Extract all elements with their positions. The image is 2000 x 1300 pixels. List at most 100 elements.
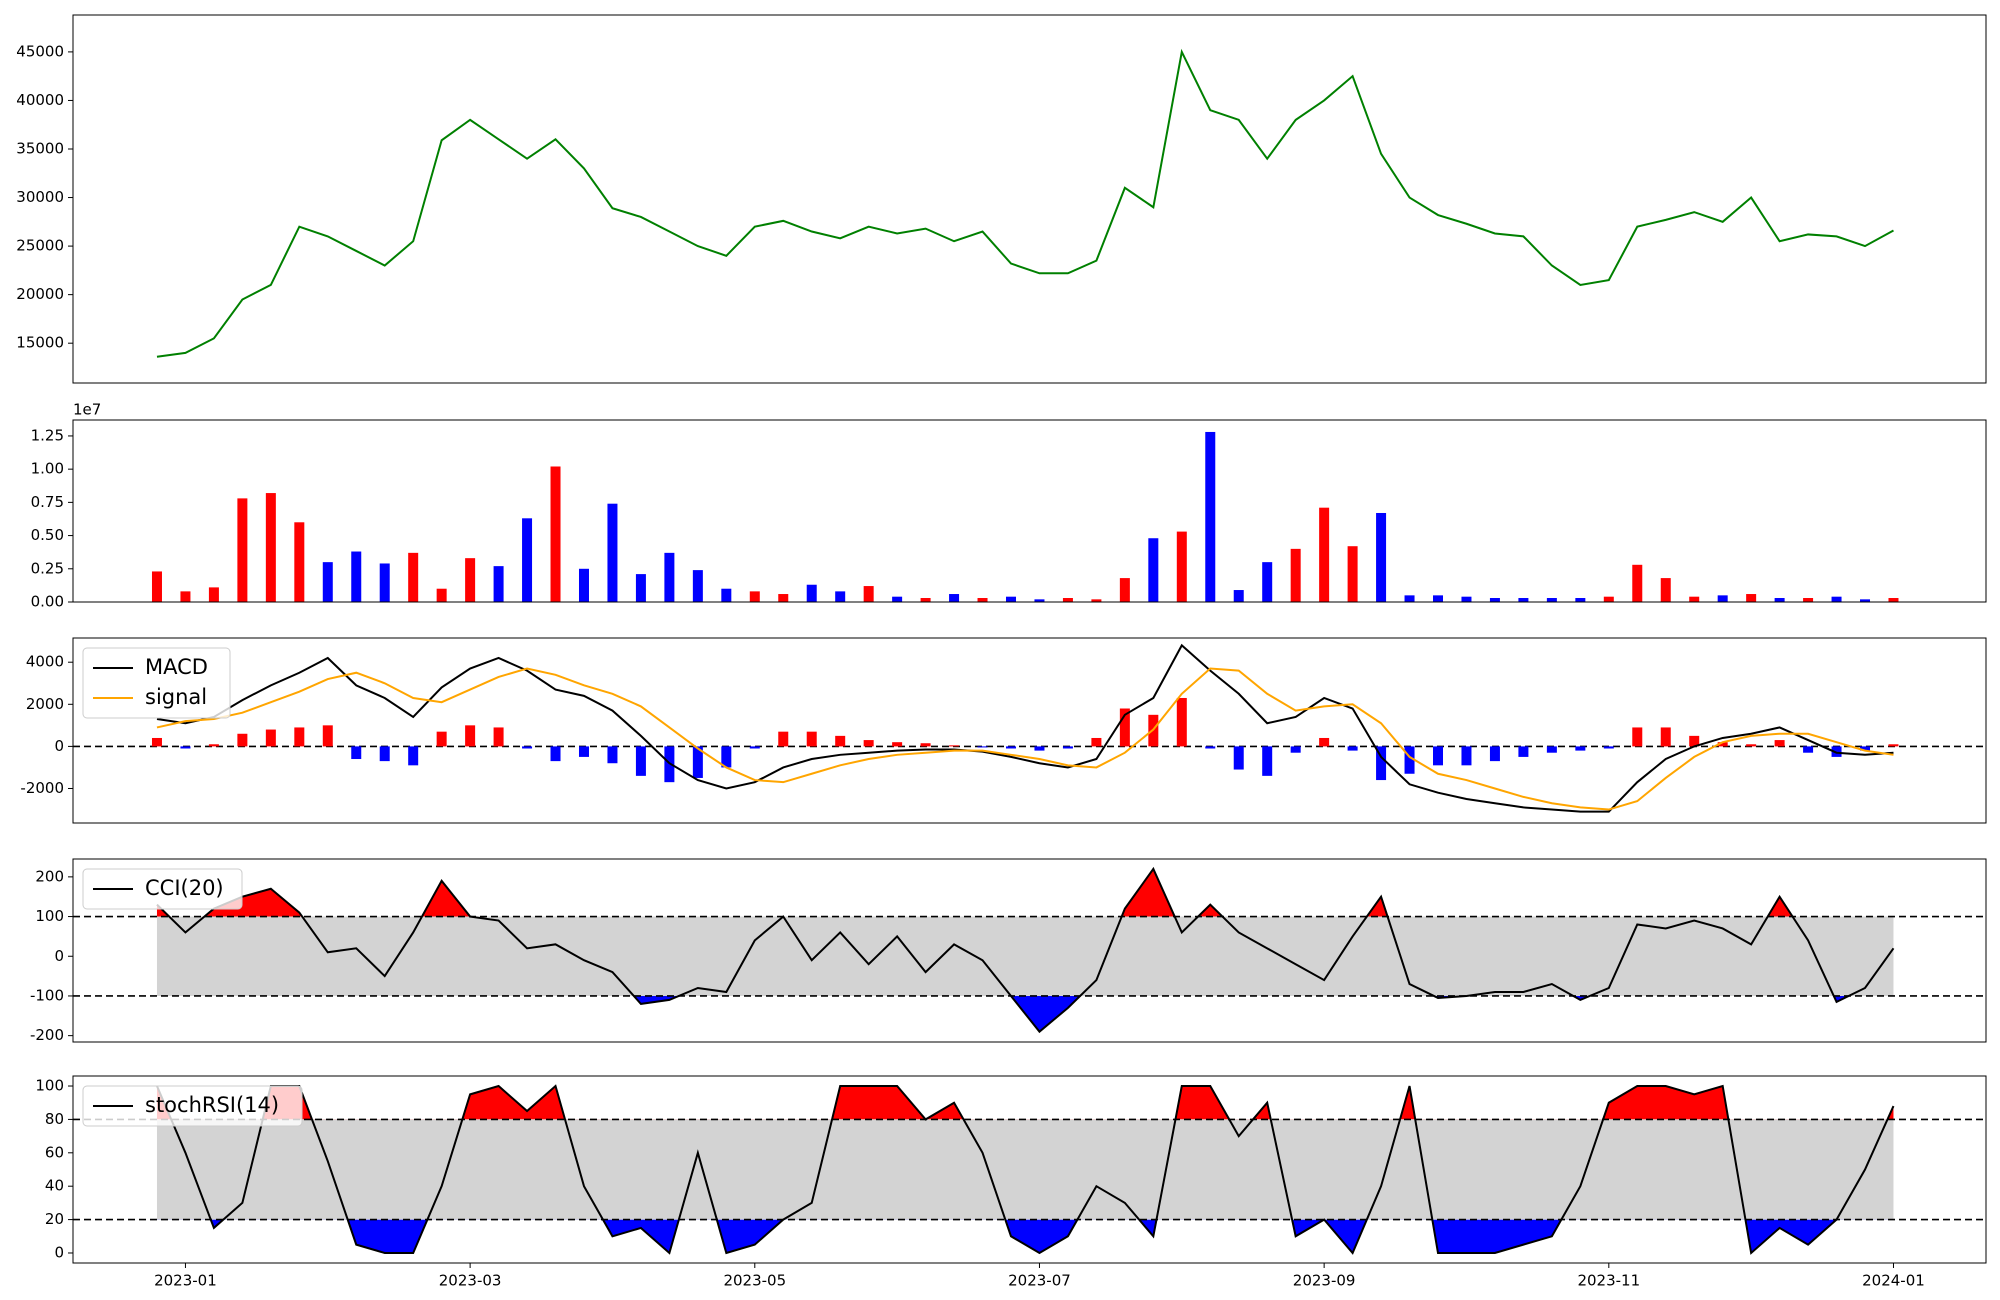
histogram-bar xyxy=(493,727,504,747)
volume-bar xyxy=(778,594,789,602)
histogram-bar xyxy=(1717,742,1728,747)
y-tick-label: 4000 xyxy=(26,653,64,671)
volume-bar xyxy=(265,493,276,602)
volume-bar xyxy=(607,503,618,602)
legend-box xyxy=(82,1085,303,1127)
histogram-bar xyxy=(1603,746,1614,749)
y-tick-label: 0.50 xyxy=(31,526,64,544)
legend-box xyxy=(82,647,231,719)
y-tick-label: 40 xyxy=(45,1177,64,1195)
legend-label: CCI(20) xyxy=(145,876,224,900)
histogram-bar xyxy=(1119,708,1130,747)
overbought-fill xyxy=(156,1086,1894,1120)
volume-bar xyxy=(863,586,874,602)
x-tick-label: 2023-01 xyxy=(154,1272,217,1290)
histogram-bar xyxy=(208,744,219,747)
histogram-bar xyxy=(180,746,191,749)
volume-bar xyxy=(1205,431,1216,602)
histogram-bar xyxy=(1774,740,1785,747)
histogram-bar xyxy=(1433,746,1444,766)
histogram-bar xyxy=(1689,735,1700,747)
histogram-bar xyxy=(1205,746,1216,749)
volume-bar xyxy=(1831,596,1842,602)
histogram-bar xyxy=(721,746,732,768)
histogram-bar xyxy=(1888,744,1899,747)
y-tick-label: 200 xyxy=(35,867,64,885)
volume-bar xyxy=(351,551,362,602)
histogram-bar xyxy=(1347,746,1358,751)
histogram-bar xyxy=(1860,746,1871,751)
volume-bar xyxy=(1091,599,1102,602)
histogram-bar xyxy=(1062,746,1073,749)
histogram-bar xyxy=(436,731,447,747)
histogram-bar xyxy=(1319,737,1330,747)
histogram-bar xyxy=(237,733,248,747)
series-line xyxy=(156,1084,1895,1255)
volume-bar xyxy=(379,563,390,602)
volume-bar xyxy=(1546,598,1557,602)
y-tick-label: 15000 xyxy=(16,334,64,352)
volume-bar xyxy=(1433,595,1444,602)
volume-bar xyxy=(578,568,589,602)
y-tick-label: 80 xyxy=(45,1110,64,1128)
volume-bar xyxy=(180,591,191,602)
volume-bar xyxy=(920,598,931,602)
volume-bar xyxy=(835,591,846,602)
y-tick-label: -100 xyxy=(30,986,64,1004)
histogram-bar xyxy=(692,746,703,778)
y-tick-label: 100 xyxy=(35,1077,64,1095)
y-tick-label: 20000 xyxy=(16,285,64,303)
histogram-bar xyxy=(806,731,817,747)
histogram-bar xyxy=(1660,727,1671,747)
histogram-bar xyxy=(1262,746,1273,776)
histogram-bar xyxy=(1290,746,1301,753)
volume-bar xyxy=(635,574,646,602)
y-tick-label: 0.25 xyxy=(31,559,64,577)
histogram-bar xyxy=(1091,737,1102,747)
volume-bar xyxy=(1176,531,1187,602)
histogram-bar xyxy=(949,745,960,747)
volume-bar xyxy=(892,596,903,602)
histogram-bar xyxy=(607,746,618,764)
volume-bar xyxy=(408,552,419,602)
histogram-bar xyxy=(294,727,305,747)
legend-label: stochRSI(14) xyxy=(145,1093,279,1117)
y-tick-label: 25000 xyxy=(16,237,64,255)
y-tick-label: 2000 xyxy=(26,695,64,713)
histogram-bar xyxy=(1005,746,1016,749)
y-tick-label: 1.00 xyxy=(31,460,64,478)
histogram-bar xyxy=(1034,746,1045,751)
histogram-bar xyxy=(1575,746,1586,751)
histogram-bar xyxy=(1176,697,1187,747)
histogram-bar xyxy=(351,746,362,760)
panel-frame xyxy=(72,14,1987,384)
volume-bar xyxy=(1632,564,1643,602)
y-tick-label: 30000 xyxy=(16,188,64,206)
price-line xyxy=(156,48,1894,358)
volume-bar xyxy=(1034,599,1045,602)
histogram-bar xyxy=(1518,746,1529,757)
threshold-band xyxy=(156,1119,1894,1220)
histogram-bar xyxy=(1376,746,1387,781)
volume-bar xyxy=(1347,546,1358,602)
volume-bar xyxy=(1603,596,1614,602)
volume-bar xyxy=(749,591,760,602)
histogram-bar xyxy=(749,746,760,749)
volume-bar xyxy=(522,518,533,602)
volume-bar xyxy=(1774,598,1785,602)
oversold-fill xyxy=(156,1219,1894,1253)
histogram-bar xyxy=(1746,744,1757,747)
histogram-bar xyxy=(550,746,561,762)
volume-bar xyxy=(1746,594,1757,602)
histogram-bar xyxy=(977,746,988,748)
x-tick-label: 2023-03 xyxy=(439,1272,502,1290)
volume-bar xyxy=(1005,596,1016,602)
histogram-bar xyxy=(522,746,533,749)
histogram-bar xyxy=(265,729,276,747)
y-tick-label: -200 xyxy=(30,1026,64,1044)
series-line xyxy=(156,667,1894,811)
histogram-bar xyxy=(778,731,789,747)
x-tick-label: 2023-09 xyxy=(1293,1272,1356,1290)
histogram-bar xyxy=(1404,746,1415,774)
volume-bar xyxy=(1860,599,1871,602)
